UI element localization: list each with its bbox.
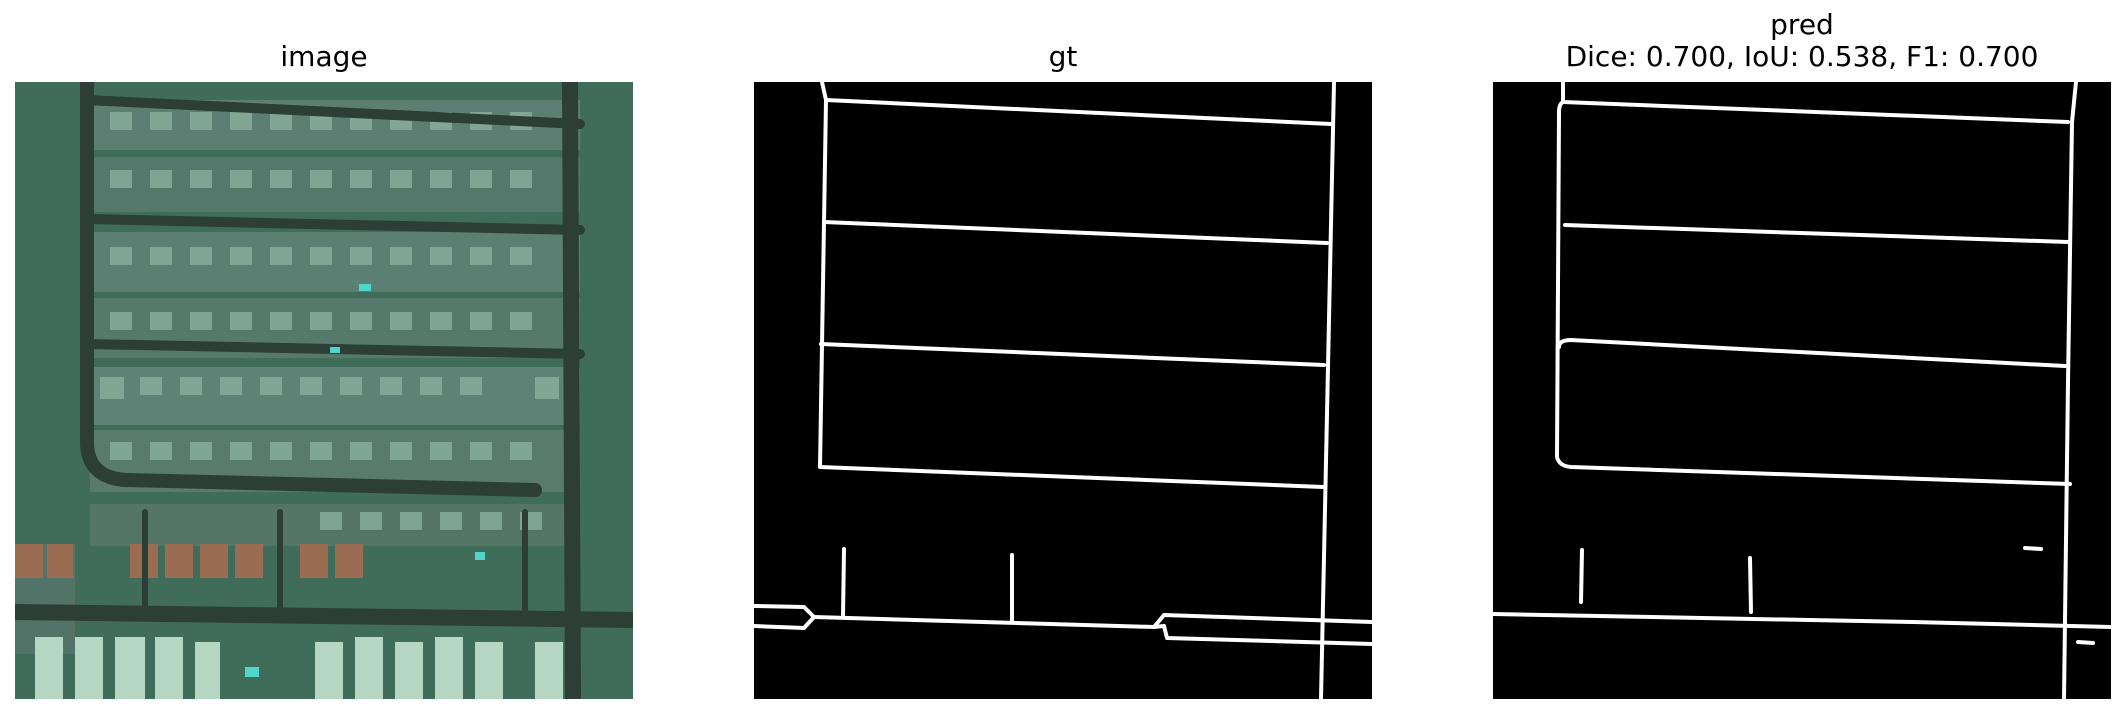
gt-mask xyxy=(754,82,1372,699)
aerial-image xyxy=(15,82,633,699)
image-panel-title: image xyxy=(280,40,368,73)
aerial-photo-rendering xyxy=(15,82,633,699)
pred-panel-title: pred xyxy=(1770,8,1834,41)
apartment-buildings xyxy=(35,637,563,699)
gt-road-mask xyxy=(754,82,1372,699)
gt-panel: gt xyxy=(754,0,1372,712)
terracotta-roofs xyxy=(15,544,363,578)
pred-panel-metrics: Dice: 0.700, IoU: 0.538, F1: 0.700 xyxy=(1565,40,2039,73)
pred-mask xyxy=(1493,82,2111,699)
gt-panel-title: gt xyxy=(1048,40,1078,73)
rooftops xyxy=(100,112,559,530)
pred-panel: pred Dice: 0.700, IoU: 0.538, F1: 0.700 xyxy=(1493,0,2111,712)
pred-road-mask xyxy=(1493,82,2111,699)
pools xyxy=(245,284,485,677)
image-panel: image xyxy=(15,0,633,712)
